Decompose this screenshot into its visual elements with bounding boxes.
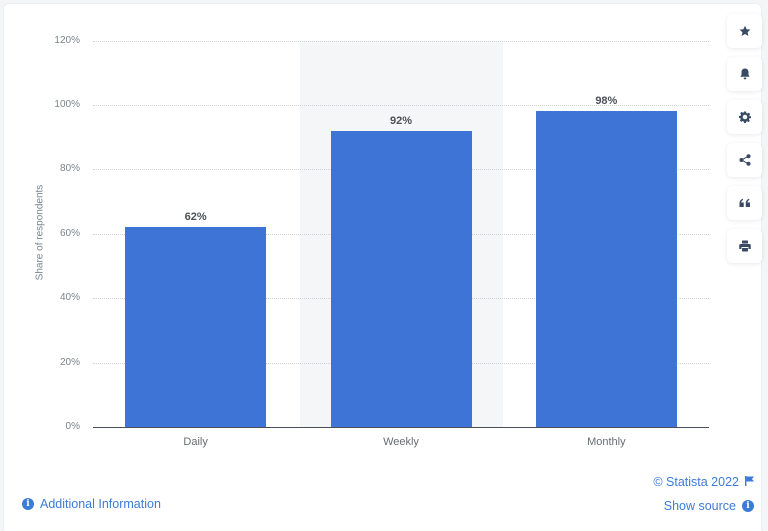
gear-icon <box>738 111 751 123</box>
flag-icon <box>745 475 754 489</box>
x-axis-line <box>93 427 709 428</box>
star-icon <box>739 25 751 37</box>
favorite-button[interactable] <box>727 14 762 48</box>
copyright-label: © Statista 2022 <box>653 475 739 489</box>
gridline <box>93 41 709 42</box>
bar-weekly[interactable] <box>330 130 472 427</box>
bar-value-label: 98% <box>595 95 618 108</box>
x-tick-label: Daily <box>183 436 208 448</box>
cite-button[interactable] <box>727 186 762 220</box>
bell-icon <box>739 68 751 80</box>
notify-button[interactable] <box>727 57 762 91</box>
bar-value-label: 62% <box>184 211 207 224</box>
x-tick-label: Weekly <box>383 436 419 448</box>
gridline <box>93 105 709 106</box>
show-source-link[interactable]: Show source i <box>664 499 754 513</box>
settings-button[interactable] <box>727 100 762 134</box>
share-button[interactable] <box>727 143 762 177</box>
y-tick-label: 120% <box>54 34 80 46</box>
print-button[interactable] <box>727 229 762 263</box>
y-tick-label: 60% <box>59 227 80 239</box>
y-tick-label: 20% <box>59 356 80 368</box>
y-tick-label: 0% <box>65 421 80 432</box>
print-icon <box>738 240 751 252</box>
x-tick-label: Monthly <box>587 436 626 448</box>
info-icon: i <box>22 498 34 510</box>
statista-copyright-link[interactable]: © Statista 2022 <box>653 475 754 489</box>
quote-icon <box>739 197 751 209</box>
y-tick-label: 100% <box>54 99 80 110</box>
bar-monthly[interactable] <box>535 111 677 427</box>
y-tick-label: 80% <box>59 163 80 175</box>
bar-value-label: 92% <box>389 114 413 127</box>
share-icon <box>739 154 751 166</box>
additional-information-label: Additional Information <box>40 497 161 511</box>
bar-daily[interactable] <box>125 227 267 427</box>
info-icon: i <box>742 500 754 512</box>
y-tick-label: 40% <box>59 292 80 304</box>
additional-information-link[interactable]: i Additional Information <box>22 497 161 511</box>
show-source-label: Show source <box>663 499 736 513</box>
